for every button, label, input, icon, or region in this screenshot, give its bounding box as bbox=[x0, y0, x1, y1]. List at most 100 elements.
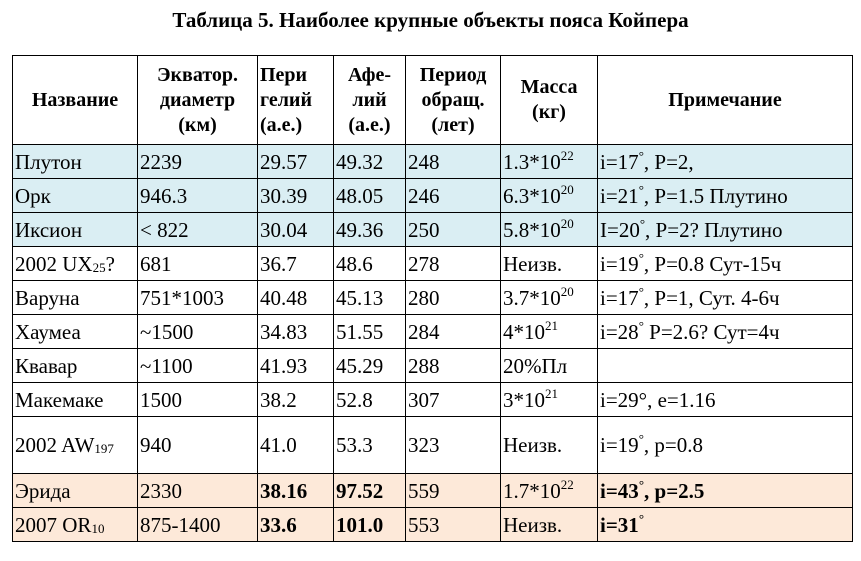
cell-subscript: 197 bbox=[94, 441, 114, 456]
cell-perihelion: 30.04 bbox=[257, 212, 334, 247]
cell-text-rest: P=2.6? Сут=4ч bbox=[643, 319, 780, 344]
cell-text: 875-1400 bbox=[140, 512, 221, 537]
cell-perihelion: 38.2 bbox=[257, 382, 334, 417]
cell-name: Эрида bbox=[12, 473, 138, 508]
cell-text: 288 bbox=[408, 353, 440, 378]
cell-mass: Неизв. bbox=[500, 246, 598, 281]
cell-diameter: 875-1400 bbox=[137, 507, 258, 542]
cell-perihelion: 33.6 bbox=[257, 507, 334, 542]
cell-text: Неизв. bbox=[503, 512, 563, 537]
cell-aphelion: 45.13 bbox=[333, 280, 406, 315]
cell-text-rest: , P=1.5 Плутино bbox=[643, 183, 788, 208]
cell-text: Неизв. bbox=[503, 251, 563, 276]
cell-text: i=19 bbox=[600, 251, 639, 276]
table-row: Орк 946.3 30.39 48.05 246 6.3*1020 i=21°, P=1.… bbox=[12, 178, 853, 213]
cell-text: 101.0 bbox=[336, 512, 384, 537]
cell-text: 20%Пл bbox=[503, 353, 568, 378]
cell-text: 48.05 bbox=[336, 183, 384, 208]
cell-text-rest: , p=0.8 bbox=[643, 433, 703, 457]
cell-note: i=17°, P=1, Сут. 4-6ч bbox=[597, 280, 853, 315]
cell-text: 38.16 bbox=[260, 478, 308, 503]
cell-note: i=17°, P=2, bbox=[597, 144, 853, 179]
cell-text: i=17 bbox=[600, 285, 639, 310]
cell-text-rest: , P=1, Сут. 4-6ч bbox=[643, 285, 780, 310]
header-diameter: Экватор. диаметр (км) bbox=[137, 55, 258, 145]
cell-text: 1500 bbox=[140, 387, 182, 412]
cell-name: 2002 AW197 bbox=[12, 416, 138, 474]
cell-text: 38.2 bbox=[260, 387, 297, 412]
cell-diameter: 1500 bbox=[137, 382, 258, 417]
cell-aphelion: 45.29 bbox=[333, 348, 406, 383]
cell-superscript: 21 bbox=[545, 385, 558, 401]
cell-text: 2002 AW bbox=[15, 433, 95, 457]
cell-aphelion: 52.8 bbox=[333, 382, 406, 417]
cell-text: 751*1003 bbox=[140, 285, 224, 310]
cell-name: Иксион bbox=[12, 212, 138, 247]
table-row: Иксион < 822 30.04 49.36 250 5.8*1020 I=20°, P… bbox=[12, 212, 853, 247]
cell-superscript: ° bbox=[638, 181, 644, 197]
cell-period: 248 bbox=[405, 144, 501, 179]
cell-text: 248 bbox=[408, 149, 440, 174]
cell-mass: 5.8*1020 bbox=[500, 212, 598, 247]
cell-text: Орк bbox=[15, 183, 51, 208]
cell-name: Плутон bbox=[12, 144, 138, 179]
cell-note: i=19°, p=0.8 bbox=[597, 416, 853, 474]
cell-note: I=20°, P=2? Плутино bbox=[597, 212, 853, 247]
cell-diameter: < 822 bbox=[137, 212, 258, 247]
cell-name: Варуна bbox=[12, 280, 138, 315]
cell-text: Эрида bbox=[15, 478, 71, 503]
cell-name: Хаумеа bbox=[12, 314, 138, 349]
cell-text: 6.3*10 bbox=[503, 183, 561, 208]
cell-text: ~1500 bbox=[140, 319, 194, 344]
cell-perihelion: 40.48 bbox=[257, 280, 334, 315]
cell-text: 40.48 bbox=[260, 285, 308, 310]
header-row: Название Экватор. диаметр (км) Пери гели… bbox=[12, 55, 853, 145]
cell-aphelion: 97.52 bbox=[333, 473, 406, 508]
cell-text: 2330 bbox=[140, 478, 182, 503]
header-perihelion: Пери гелий (а.е.) bbox=[257, 55, 334, 145]
table-row: 2002 AW197 940 41.0 53.3 323 Неизв. i=19°, p=0… bbox=[12, 416, 853, 474]
cell-text: i=28 bbox=[600, 319, 639, 344]
header-period: Период обращ. (лет) bbox=[405, 55, 501, 145]
cell-text: Варуна bbox=[15, 285, 80, 310]
cell-text: 280 bbox=[408, 285, 440, 310]
cell-note: i=29°, e=1.16 bbox=[597, 382, 853, 417]
cell-text: 940 bbox=[140, 433, 172, 457]
cell-text: Плутон bbox=[15, 149, 82, 174]
cell-text: 49.36 bbox=[336, 217, 384, 242]
cell-name: Квавар bbox=[12, 348, 138, 383]
cell-period: 280 bbox=[405, 280, 501, 315]
cell-superscript: ° bbox=[638, 510, 645, 526]
cell-mass: 3.7*1020 bbox=[500, 280, 598, 315]
cell-superscript: ° bbox=[638, 283, 644, 299]
cell-period: 284 bbox=[405, 314, 501, 349]
cell-text: 36.7 bbox=[260, 251, 297, 276]
cell-note bbox=[597, 348, 853, 383]
cell-period: 553 bbox=[405, 507, 501, 542]
cell-diameter: 2239 bbox=[137, 144, 258, 179]
cell-period: 559 bbox=[405, 473, 501, 508]
cell-text-rest: ? bbox=[105, 251, 115, 276]
cell-text: 41.93 bbox=[260, 353, 308, 378]
cell-text: 33.6 bbox=[260, 512, 297, 537]
header-name: Название bbox=[12, 55, 138, 145]
cell-text: 946.3 bbox=[140, 183, 188, 208]
header-aphelion: Афе-лий (а.е.) bbox=[333, 55, 406, 145]
table-row: Плутон 2239 29.57 49.32 248 1.3*1022 i=17°, P=… bbox=[12, 144, 853, 179]
cell-name: 2007 OR10 bbox=[12, 507, 138, 542]
cell-text: I=20 bbox=[600, 217, 640, 242]
cell-mass: 1.3*1022 bbox=[500, 144, 598, 179]
cell-text: 323 bbox=[408, 433, 440, 457]
table-row: 2007 OR10 875-1400 33.6 101.0 553 Неизв. i=31° bbox=[12, 507, 853, 542]
cell-text: 34.83 bbox=[260, 319, 308, 344]
cell-text: i=17 bbox=[600, 149, 639, 174]
cell-text-rest: , P=2? Плутино bbox=[645, 217, 783, 242]
cell-text: i=43 bbox=[600, 478, 639, 503]
cell-text: 97.52 bbox=[336, 478, 384, 503]
cell-mass: 4*1021 bbox=[500, 314, 598, 349]
cell-text-rest: , P=0.8 Сут-15ч bbox=[643, 251, 782, 276]
cell-superscript: 20 bbox=[560, 215, 574, 231]
cell-aphelion: 48.05 bbox=[333, 178, 406, 213]
table-row: Хаумеа ~1500 34.83 51.55 284 4*1021 i=28° P=2.… bbox=[12, 314, 853, 349]
table-row: 2002 UX25? 681 36.7 48.6 278 Неизв. i=19°, P=0… bbox=[12, 246, 853, 281]
